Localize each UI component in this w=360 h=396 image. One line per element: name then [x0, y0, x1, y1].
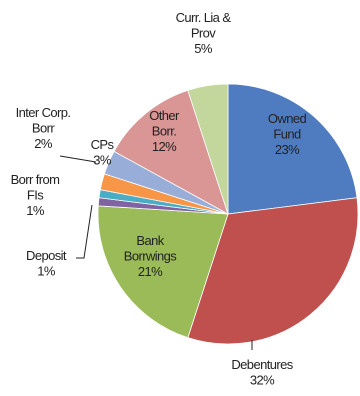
slice-name-line: Debentures [231, 357, 293, 372]
slice-name-line: Owned [268, 111, 307, 126]
slice-label-other-borr: Other Borr. 12% [149, 108, 180, 154]
slice-name-line: Borrwings [124, 249, 177, 264]
slice-name-line: Other [149, 108, 180, 123]
slice-label-curr-lia-prov: Curr. Lia & Prov 5% [176, 10, 232, 56]
slice-labels: Owned Fund 23% Debentures 32% Bank Borrwings 21… [11, 10, 307, 388]
leader-lines [59, 155, 253, 350]
pie-slice-other-borr [113, 89, 229, 215]
slice-name-line: Inter Corp. [16, 105, 71, 120]
slice-label-bank-borrwings: Bank Borrwings 21% [124, 233, 177, 279]
slice-name-line: Borr [32, 121, 55, 136]
slice-percent: 3% [93, 153, 112, 168]
slice-name-line: CPs [91, 137, 115, 152]
slice-name-line: Borr. [152, 124, 176, 139]
slice-name-line: Deposit [26, 248, 67, 263]
slice-label-inter-corp-borr: Inter Corp. Borr 2% [16, 105, 71, 151]
slice-percent: 32% [250, 373, 275, 388]
slice-name-line: Fund [273, 127, 301, 142]
slice-percent: 5% [194, 41, 213, 56]
slice-percent: 23% [275, 142, 300, 157]
pie-slice-curr-lia-prov [187, 83, 229, 215]
slice-name-line: Bank [136, 233, 164, 248]
slice-percent: 21% [138, 264, 163, 279]
slice-name-line: Curr. Lia & [176, 10, 232, 25]
slice-percent: 1% [37, 264, 56, 279]
slice-percent: 12% [152, 139, 177, 154]
slice-name-line: Borr from [11, 172, 60, 187]
slice-label-cps: CPs 3% [91, 137, 115, 168]
slice-label-deposit: Deposit 1% [26, 248, 67, 279]
pie-slice-bank-borrwings [97, 205, 229, 339]
slice-label-debentures: Debentures 32% [231, 357, 293, 388]
pie-slice-owned-fund [227, 83, 358, 215]
leader-line-deposit [76, 204, 93, 259]
slice-label-borr-from-fis: Borr from FIs 1% [11, 172, 60, 218]
slice-percent: 2% [34, 136, 53, 151]
slice-name-line: FIs [27, 188, 44, 203]
slice-name-line: Prov [191, 26, 216, 41]
pie-slices [97, 83, 359, 345]
pie-slice-debentures [187, 197, 359, 345]
slice-percent: 1% [26, 203, 45, 218]
leader-line-inter-corp-borr [59, 155, 97, 163]
slice-label-owned-fund: Owned Fund 23% [268, 111, 307, 157]
